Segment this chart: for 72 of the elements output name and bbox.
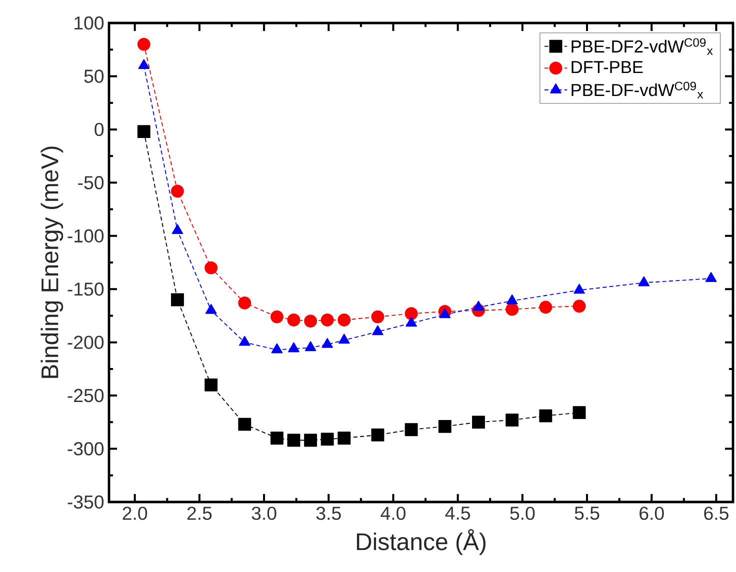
y-tick-label: -100 bbox=[68, 229, 104, 243]
point bbox=[288, 342, 300, 352]
point bbox=[539, 409, 552, 422]
point bbox=[287, 314, 300, 326]
y-tick-label: -200 bbox=[68, 336, 104, 349]
point bbox=[371, 310, 384, 324]
x-tick-label: 3.5 bbox=[316, 506, 341, 520]
point bbox=[171, 293, 184, 306]
point bbox=[171, 184, 184, 198]
point bbox=[271, 343, 283, 354]
point bbox=[304, 341, 316, 352]
point bbox=[539, 300, 552, 314]
x-tick-label: 3.0 bbox=[252, 506, 276, 520]
y-tick-label: -150 bbox=[68, 282, 104, 296]
y-tick-label: -350 bbox=[68, 495, 104, 509]
x-tick-label: 5.0 bbox=[510, 506, 535, 520]
point bbox=[304, 434, 318, 447]
legend-label: PBE-DF-vdW$^{C09}$x bbox=[572, 82, 704, 98]
point bbox=[472, 300, 484, 311]
point bbox=[506, 414, 519, 427]
point bbox=[572, 406, 586, 420]
y-tick-label: -300 bbox=[68, 442, 104, 456]
point bbox=[572, 300, 586, 313]
point bbox=[574, 284, 585, 294]
point bbox=[638, 276, 650, 286]
x-tick-label: 4.5 bbox=[445, 506, 470, 520]
y-tick-label: 50 bbox=[84, 70, 104, 83]
y-tick-label: 100 bbox=[74, 16, 104, 30]
point bbox=[506, 302, 519, 316]
x-tick-label: 5.5 bbox=[574, 506, 600, 520]
point bbox=[204, 261, 218, 274]
point bbox=[238, 296, 252, 310]
point bbox=[338, 432, 351, 445]
point bbox=[406, 316, 417, 327]
y-tick-label: -50 bbox=[78, 176, 104, 190]
point bbox=[304, 314, 318, 328]
point bbox=[270, 310, 284, 324]
point bbox=[372, 325, 384, 336]
point bbox=[322, 338, 334, 348]
point bbox=[270, 432, 284, 445]
point bbox=[705, 272, 717, 282]
point bbox=[320, 314, 334, 326]
point bbox=[338, 314, 351, 326]
legend-label: DFT-PBE bbox=[572, 61, 643, 74]
point bbox=[438, 420, 452, 433]
legend-label: PBE-DF2-vdW$^{C09}$x bbox=[572, 38, 713, 55]
y-axis-title: Binding Energy (meV) bbox=[40, 146, 64, 378]
point bbox=[204, 378, 218, 392]
point bbox=[472, 416, 485, 429]
point bbox=[137, 125, 150, 138]
x-axis-title: Distance (Å) bbox=[356, 529, 486, 555]
point bbox=[404, 307, 418, 320]
point bbox=[338, 334, 350, 344]
point bbox=[172, 224, 184, 234]
x-tick-label: 2.0 bbox=[122, 506, 148, 520]
point bbox=[371, 428, 384, 442]
x-tick-label: 4.0 bbox=[380, 506, 406, 520]
x-tick-label: 6.5 bbox=[704, 506, 728, 520]
point bbox=[320, 432, 334, 446]
point bbox=[506, 294, 518, 304]
point bbox=[137, 38, 150, 51]
x-tick-label: 2.5 bbox=[187, 506, 212, 520]
point bbox=[238, 336, 250, 346]
point bbox=[404, 423, 418, 436]
x-tick-label: 6.0 bbox=[640, 506, 664, 520]
point bbox=[238, 418, 252, 431]
y-tick-label: 0 bbox=[94, 122, 104, 136]
point bbox=[287, 434, 300, 447]
point bbox=[205, 304, 217, 314]
point bbox=[439, 308, 451, 318]
point bbox=[138, 59, 150, 70]
y-tick-label: -250 bbox=[68, 388, 104, 402]
